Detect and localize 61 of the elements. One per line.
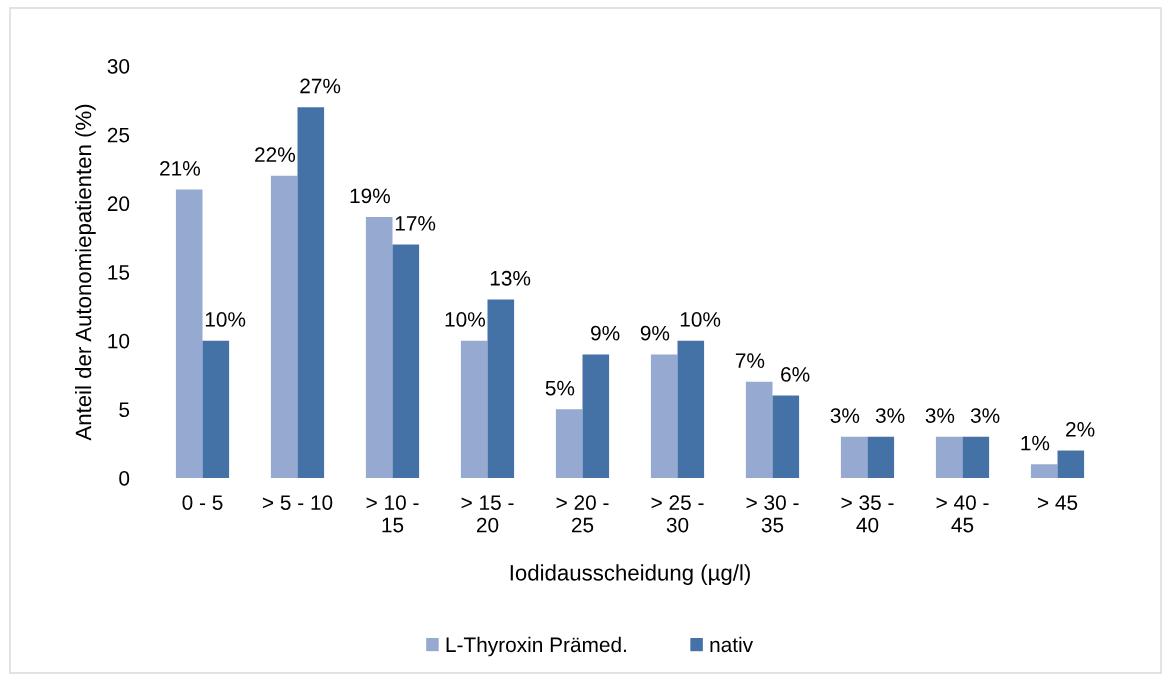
y-axis-title: Anteil der Autonomiepatienten (%)	[75, 104, 96, 441]
x-tick-label: > 40 - 45	[936, 495, 989, 533]
data-label: 10%	[205, 312, 246, 327]
bar	[840, 436, 868, 478]
bar	[962, 436, 990, 478]
data-label: 3%	[875, 408, 905, 423]
legend-label: L-Thyroxin Prämed.	[446, 636, 626, 657]
y-tick-label: 10	[108, 333, 130, 349]
x-tick-label: > 10 - 15	[366, 495, 419, 533]
y-tick-label: 25	[107, 127, 130, 143]
x-tick-label: > 15 - 20	[461, 495, 514, 533]
bar	[650, 354, 678, 478]
bar	[202, 340, 230, 478]
bar	[745, 381, 773, 478]
y-tick-label: 15	[108, 265, 130, 280]
data-label: 9%	[591, 325, 620, 341]
data-label: 22%	[255, 147, 295, 162]
data-label: 17%	[395, 216, 436, 231]
bar	[270, 175, 298, 478]
data-label: 3%	[925, 408, 955, 423]
y-tick-label: 5	[119, 402, 130, 418]
data-label: 2%	[1066, 421, 1095, 437]
data-label: 13%	[490, 270, 531, 286]
data-label: 7%	[735, 353, 765, 368]
bar	[365, 217, 393, 478]
bar	[555, 409, 583, 478]
bar	[460, 340, 488, 478]
bar	[487, 299, 515, 478]
x-tick-label: > 35 - 40	[841, 495, 894, 533]
data-label: 27%	[300, 78, 341, 94]
bar	[582, 354, 610, 478]
data-label: 19%	[350, 188, 390, 204]
x-tick-label: > 25 - 30	[651, 495, 704, 533]
data-label: 21%	[160, 161, 200, 176]
bar	[935, 436, 963, 478]
data-label: 6%	[781, 367, 810, 382]
y-tick-label: 20	[107, 196, 130, 212]
bar	[392, 244, 420, 478]
data-label: 5%	[545, 380, 575, 396]
bar	[867, 436, 895, 478]
bar	[175, 189, 203, 478]
y-tick-label: 30	[107, 59, 130, 74]
bar	[1057, 450, 1085, 478]
bar	[297, 107, 325, 478]
x-tick-label: > 5 - 10	[262, 495, 333, 510]
data-label: 1%	[1021, 435, 1050, 451]
x-tick-label: > 20 - 25	[556, 495, 609, 533]
x-tick-label: > 30 - 35	[746, 495, 799, 533]
bar	[677, 340, 705, 478]
data-label: 10%	[680, 312, 721, 327]
bar	[772, 395, 800, 478]
y-tick-label: 0	[119, 471, 130, 486]
data-label: 10%	[445, 312, 485, 327]
bar	[1030, 464, 1058, 478]
data-label: 3%	[830, 408, 860, 423]
x-tick-label: 0 - 5	[182, 495, 223, 510]
data-label: 9%	[640, 325, 670, 341]
x-tick-label: > 45	[1037, 495, 1078, 510]
legend-label: nativ	[710, 636, 754, 653]
data-label: 3%	[970, 408, 1000, 423]
x-axis-title: Iodidausscheidung (µg/l)	[510, 564, 750, 586]
